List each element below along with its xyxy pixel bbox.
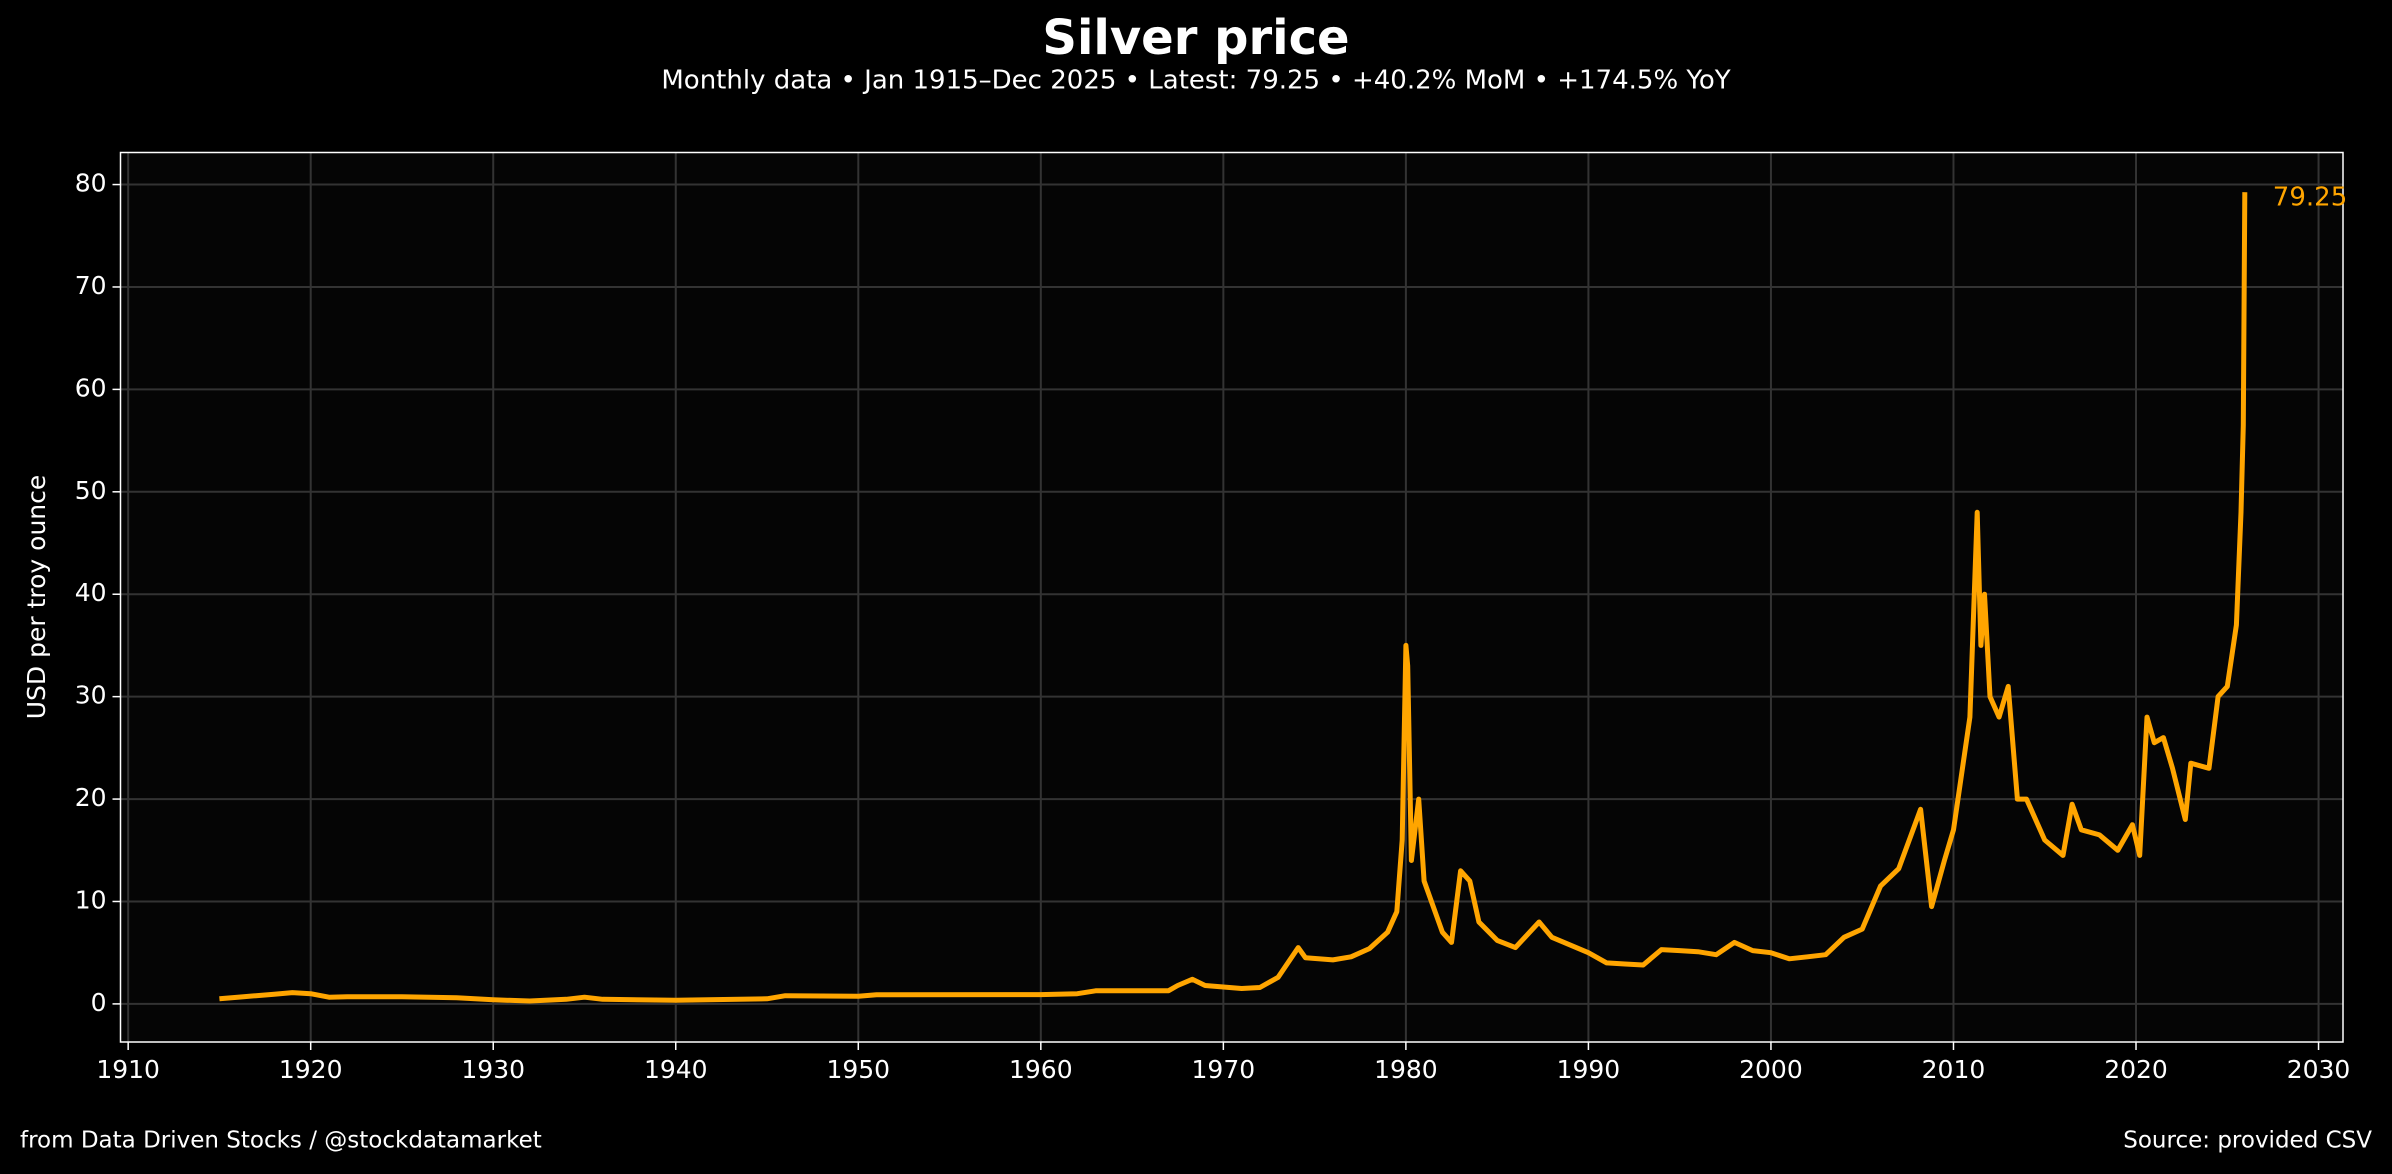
x-tick-label: 2010 xyxy=(1922,1055,1986,1084)
x-tick-label: 1990 xyxy=(1557,1055,1621,1084)
x-tick-label: 1920 xyxy=(279,1055,343,1084)
y-tick-label: 80 xyxy=(75,169,107,198)
x-tick-label: 1930 xyxy=(461,1055,525,1084)
footer-right: Source: provided CSV xyxy=(2123,1128,2372,1154)
y-tick-label: 20 xyxy=(75,783,107,812)
x-tick-label: 1970 xyxy=(1192,1055,1256,1084)
x-tick-label: 2000 xyxy=(1739,1055,1803,1084)
x-tick-label: 1950 xyxy=(826,1055,890,1084)
x-tick-label: 1960 xyxy=(1009,1055,1073,1084)
y-tick-label: 60 xyxy=(75,373,107,402)
plot-frame xyxy=(119,151,2344,1043)
chart-title: Silver price xyxy=(1042,10,1349,66)
x-tick-label: 1910 xyxy=(96,1055,160,1084)
y-tick-label: 70 xyxy=(75,271,107,300)
chart-subtitle: Monthly data • Jan 1915–Dec 2025 • Lates… xyxy=(661,66,1730,96)
y-axis-label: USD per troy ounce xyxy=(22,475,51,720)
footer-left: from Data Driven Stocks / @stockdatamark… xyxy=(20,1128,542,1154)
y-tick-label: 10 xyxy=(75,885,107,914)
y-tick-label: 0 xyxy=(91,988,107,1017)
y-tick-label: 40 xyxy=(75,578,107,607)
y-tick-label: 50 xyxy=(75,476,107,505)
x-tick-label: 1940 xyxy=(644,1055,708,1084)
x-tick-label: 2030 xyxy=(2287,1055,2351,1084)
x-tick-label: 1980 xyxy=(1374,1055,1438,1084)
y-tick-label: 30 xyxy=(75,681,107,710)
plot-area xyxy=(120,152,2343,1042)
price-line xyxy=(219,192,2248,1004)
x-tick-label: 2020 xyxy=(2104,1055,2168,1084)
latest-label: 79.25 xyxy=(2273,183,2347,213)
